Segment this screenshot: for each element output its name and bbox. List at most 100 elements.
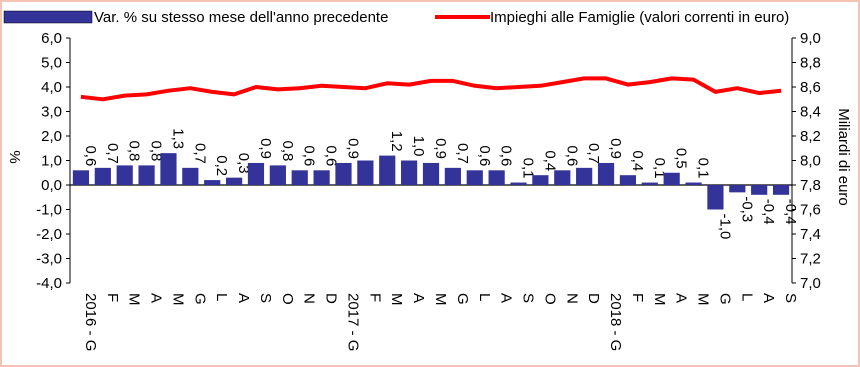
left-axis-title: % (6, 150, 23, 163)
bar (401, 160, 418, 185)
x-axis-category-label: S (520, 293, 537, 303)
x-axis-category-label: N (301, 293, 318, 304)
bar (357, 160, 374, 185)
bar-data-label: 1,0 (410, 136, 427, 157)
x-axis-category-label: A (410, 293, 427, 303)
bar-data-label: 0,4 (629, 150, 646, 171)
right-axis-tick-label: 8,8 (800, 55, 821, 72)
bar-data-label: 0,6 (301, 145, 318, 166)
x-axis-category-label: A (235, 293, 252, 303)
bar (466, 170, 483, 185)
x-axis-category-label: D (323, 293, 340, 304)
bar (663, 172, 680, 185)
x-axis-category-label: 2018 - G (607, 293, 624, 351)
right-axis-tick-label: 7,6 (800, 202, 821, 219)
bar-data-label: 0,1 (520, 158, 537, 179)
left-axis-tick-label: 3,0 (41, 104, 62, 121)
bar (335, 162, 352, 185)
bar-data-label: 0,9 (257, 138, 274, 159)
bar-data-label: 0,5 (673, 148, 690, 169)
x-axis-category-label: M (651, 293, 668, 306)
right-axis-tick-label: 8,0 (800, 153, 821, 170)
bar-data-label: 0,6 (323, 145, 340, 166)
right-axis-tick-label: 7,4 (800, 226, 821, 243)
left-axis-tick-label: -3,0 (36, 251, 62, 268)
bar (116, 165, 133, 185)
x-axis-category-label: N (563, 293, 580, 304)
legend-bar-label: Var. % su stesso mese dell'anno preceden… (94, 9, 388, 26)
bar-data-label: 0,9 (432, 138, 449, 159)
bar-data-label: 0,1 (695, 158, 712, 179)
bar-data-label: -1,0 (716, 214, 733, 240)
bar (619, 175, 637, 185)
bar (510, 182, 527, 185)
bar-data-label: -0,4 (760, 199, 777, 225)
bar (641, 182, 658, 185)
x-axis-category-label: A (673, 293, 690, 303)
x-axis-category-label: F (366, 293, 383, 302)
right-axis-title: Miliardi di euro (835, 108, 852, 206)
bar-data-label: 0,6 (498, 145, 515, 166)
bar-data-label: 0,2 (213, 155, 230, 176)
right-axis-tick-label: 9,0 (800, 30, 821, 47)
bar-data-label: 0,8 (279, 141, 296, 162)
legend-line-label: Impieghi alle Famiglie (valori correnti … (490, 9, 789, 26)
bar (707, 185, 724, 210)
x-axis-category-label: G (454, 293, 471, 305)
bar-data-label: 0,7 (104, 143, 121, 164)
x-axis-category-label: M (169, 293, 186, 306)
left-axis-tick-label: 2,0 (41, 128, 62, 145)
bar-data-label: 0,9 (607, 138, 624, 159)
bar (444, 167, 461, 185)
left-axis-tick-label: -2,0 (36, 226, 62, 243)
bar (685, 182, 702, 185)
x-axis-category-label: M (388, 293, 405, 306)
bar (554, 170, 571, 185)
bar-data-label: 1,3 (169, 128, 186, 149)
bar (72, 170, 90, 185)
x-axis-category-label: S (257, 293, 274, 303)
x-axis-category-label: L (738, 293, 755, 301)
bar (291, 170, 308, 185)
x-axis-category-label: G (716, 293, 733, 305)
x-axis-category-label: G (191, 293, 208, 305)
bar-data-label: 0,8 (148, 141, 165, 162)
bar-data-label: 0,6 (563, 145, 580, 166)
x-axis-category-label: 2017 - G (344, 293, 361, 351)
bar (94, 167, 111, 185)
bar-data-label: 0,7 (585, 143, 602, 164)
right-axis-tick-label: 7,2 (800, 251, 821, 268)
left-axis-tick-label: 5,0 (41, 55, 62, 72)
bar (488, 170, 505, 185)
x-axis-category-label: M (126, 293, 143, 306)
x-axis-category-label: A (498, 293, 515, 303)
bar-data-label: 0,8 (126, 141, 143, 162)
bar-data-label: 0,6 (82, 145, 99, 166)
bar (160, 153, 177, 185)
right-axis-tick-label: 8,2 (800, 128, 821, 145)
x-axis-category-label: A (148, 293, 165, 303)
x-axis-category-label: L (476, 293, 493, 301)
bar (269, 165, 286, 185)
bar (729, 185, 746, 193)
x-axis-category-label: O (541, 293, 558, 305)
x-axis-category-label: F (629, 293, 646, 302)
left-axis-tick-label: -1,0 (36, 202, 62, 219)
left-axis-tick-label: 1,0 (41, 153, 62, 170)
bar (597, 162, 615, 185)
right-axis-tick-label: 8,4 (800, 104, 821, 121)
bar-data-label: 0,9 (344, 138, 361, 159)
bar (422, 162, 440, 185)
left-axis-tick-label: 6,0 (41, 30, 62, 47)
bar-data-label: 1,2 (388, 131, 405, 152)
bar-data-label: 0,1 (651, 158, 668, 179)
bar-data-label: -0,4 (782, 199, 799, 225)
x-axis-category-label: S (782, 293, 799, 303)
right-axis-tick-label: 8,6 (800, 79, 821, 96)
bar (182, 167, 199, 185)
x-axis-category-label: A (760, 293, 777, 303)
left-axis-tick-label: -4,0 (36, 275, 62, 292)
bar (576, 167, 593, 185)
legend: Var. % su stesso mese dell'anno preceden… (3, 9, 789, 26)
